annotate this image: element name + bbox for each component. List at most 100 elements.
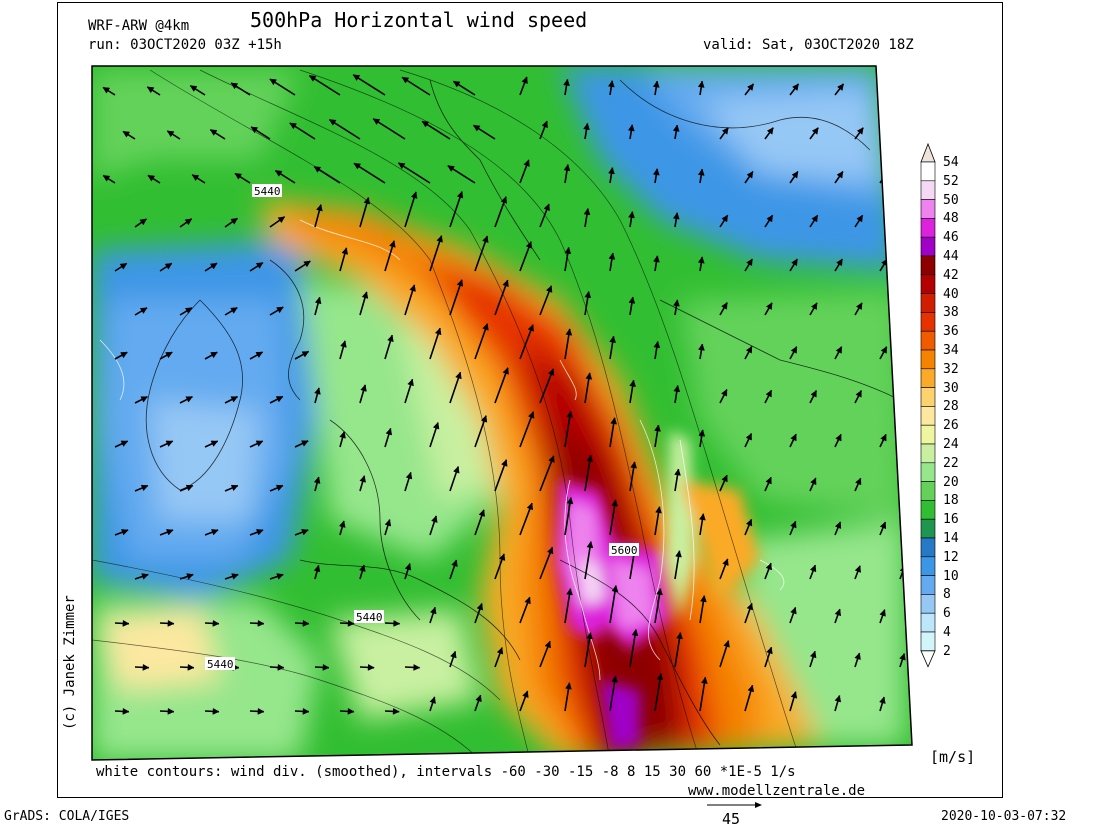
wind-vector-head	[652, 80, 660, 88]
wind-vector-head	[834, 521, 842, 529]
wind-vector-head	[277, 216, 286, 224]
wind-vector-head	[879, 609, 886, 617]
wind-vector-head	[565, 328, 573, 336]
wind-vector-head	[451, 559, 458, 567]
wind-vector-head	[210, 440, 219, 447]
colorbar-tick-label: 28	[943, 399, 959, 415]
wind-vector-head	[836, 258, 843, 267]
wind-vector-head	[563, 163, 571, 172]
wind-vector-head	[139, 218, 147, 226]
wind-vector-head	[167, 619, 175, 627]
wind-vector-head	[565, 682, 572, 690]
wind-vector-head	[673, 384, 681, 393]
wind-vector-head	[257, 619, 265, 627]
wind-vector-head	[631, 628, 639, 637]
wind-vector-head	[855, 477, 862, 486]
wind-vector-head	[482, 235, 489, 244]
colorbar-tick-label: 50	[943, 192, 959, 208]
colorbar-box	[920, 330, 936, 351]
wind-vector-head	[450, 650, 457, 659]
wind-vector-head	[302, 707, 310, 715]
wind-vector-head	[747, 684, 755, 693]
wind-vector-head	[120, 440, 129, 447]
colorbar-box	[920, 368, 936, 388]
wind-vector-head	[672, 124, 680, 132]
wind-vector-head	[184, 218, 193, 226]
wind-vector-head	[722, 558, 729, 566]
colorbar-unit: [m/s]	[930, 748, 976, 766]
wind-vector-head	[790, 346, 797, 354]
colorbar-box	[920, 462, 936, 482]
wind-vector-head	[879, 521, 887, 530]
wind-vector-head	[359, 564, 366, 572]
wind-vector-head	[899, 652, 906, 661]
wind-vector-head	[656, 672, 664, 681]
wind-vector-head	[211, 529, 219, 536]
wind-vector-head	[209, 262, 218, 270]
colorbar-box	[920, 236, 936, 257]
wind-vector-head	[746, 170, 754, 179]
wind-vector-head	[257, 707, 265, 715]
wind-vector-head	[120, 351, 128, 359]
colorbar-box	[920, 612, 936, 633]
wind-vector-head	[545, 285, 553, 293]
wind-vector-head	[122, 131, 131, 138]
wind-vector-head	[524, 596, 531, 605]
wind-vector-head	[410, 191, 418, 199]
wind-vector-head	[527, 324, 534, 332]
colorbar-box	[920, 312, 936, 332]
contour-label-5600: 5600	[611, 544, 638, 557]
wind-vector-head	[627, 124, 635, 132]
wind-vector-head	[721, 474, 728, 483]
wind-vector-head	[584, 290, 592, 299]
colorbar-tick-label: 40	[943, 286, 959, 302]
wind-vector-head	[502, 367, 509, 375]
wind-vector-head	[653, 340, 661, 349]
wind-vector-head	[230, 396, 239, 403]
wind-vector-head	[353, 162, 362, 170]
wind-vector-head	[347, 619, 355, 627]
wind-vector-head	[102, 87, 111, 94]
wind-vector-head	[167, 707, 175, 715]
wind-vector-head	[790, 606, 797, 615]
wind-vector-head	[141, 573, 149, 580]
wind-vector-head	[809, 650, 817, 659]
wind-vector-head	[548, 455, 555, 463]
wind-vector-head	[720, 388, 728, 397]
wind-vector-head	[421, 120, 430, 128]
wind-vector-head	[746, 258, 753, 267]
wind-vector-head	[432, 421, 440, 430]
wind-vector-head	[140, 396, 148, 403]
wind-vector-head	[397, 162, 406, 170]
wind-vector	[474, 323, 489, 360]
contour-label-5440: 5440	[254, 185, 281, 198]
wind-vector-head	[255, 440, 264, 447]
colorbar-boxes	[920, 142, 936, 668]
wind-vector-head	[790, 691, 798, 699]
wind-vector-head	[523, 159, 530, 167]
wind-vector-head	[766, 214, 773, 223]
colorbar-box	[920, 387, 936, 407]
wind-vector-head	[453, 466, 460, 474]
wind-vector-head	[673, 299, 680, 307]
colorbar-bottom-arrow	[920, 650, 936, 668]
wind-vector-head	[392, 707, 400, 715]
wind-vector-head	[611, 499, 618, 507]
wind-vector-head	[255, 262, 264, 269]
wind-vector-head	[274, 170, 283, 177]
wind-vector-head	[745, 518, 753, 527]
wind-vector	[629, 629, 637, 668]
wind-vector-head	[472, 124, 481, 132]
wind-vector-head	[566, 410, 574, 418]
wind-vector-head	[854, 652, 861, 660]
wind-vector-head	[656, 587, 663, 596]
wind-vector-head	[476, 602, 484, 611]
colorbar-tick-label: 32	[943, 361, 959, 377]
wind-vector-head	[856, 214, 863, 223]
wind-vector-head	[765, 389, 772, 398]
wind-vector-head	[608, 252, 616, 260]
wind-vector-head	[308, 75, 317, 82]
contour-label-5440: 5440	[207, 658, 234, 671]
wind-vector-head	[277, 663, 285, 671]
